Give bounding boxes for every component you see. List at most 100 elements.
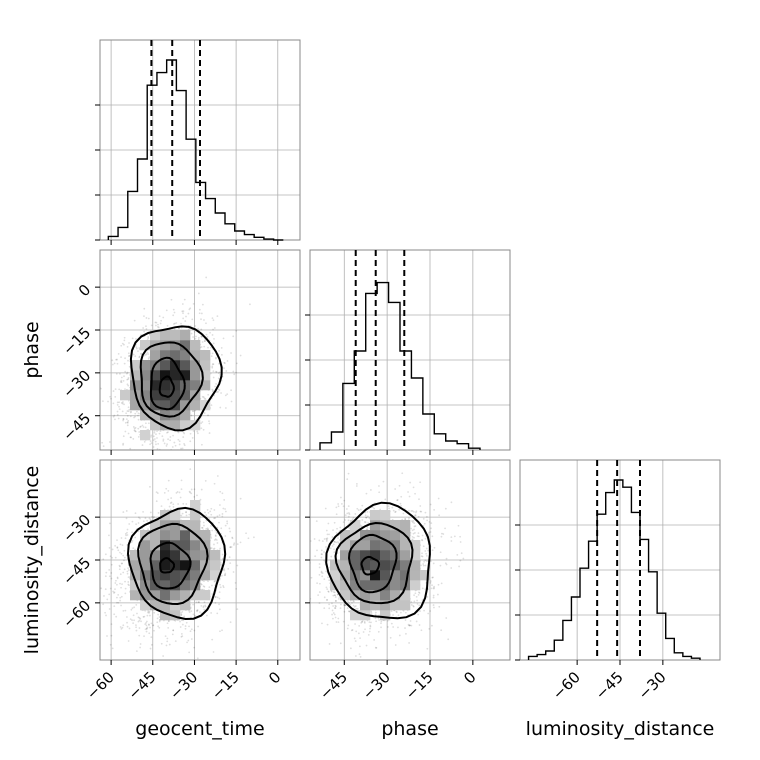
- sample-point: [194, 325, 197, 327]
- sample-point: [230, 400, 233, 403]
- sample-point: [144, 422, 147, 425]
- sample-point: [183, 432, 186, 435]
- sample-point: [217, 372, 220, 374]
- sample-point: [219, 373, 222, 376]
- sample-point: [156, 492, 159, 494]
- sample-point: [182, 317, 185, 320]
- sample-point: [204, 479, 207, 482]
- sample-point: [229, 621, 232, 624]
- sample-point: [215, 371, 218, 373]
- sample-point: [158, 432, 161, 435]
- sample-point: [120, 627, 123, 630]
- sample-point: [140, 353, 143, 356]
- sample-point: [147, 610, 150, 612]
- sample-point: [203, 585, 206, 588]
- sample-point: [137, 435, 140, 438]
- sample-point: [145, 328, 148, 330]
- sample-point: [139, 426, 142, 428]
- sample-point: [125, 372, 128, 375]
- sample-point: [215, 539, 218, 541]
- sample-point: [224, 574, 227, 576]
- sample-point: [123, 339, 126, 342]
- sample-point: [156, 617, 159, 620]
- sample-point: [218, 603, 220, 606]
- sample-point: [213, 482, 216, 485]
- sample-point: [204, 398, 207, 401]
- sample-point: [194, 614, 196, 617]
- sample-point: [136, 410, 138, 413]
- sample-point: [197, 327, 199, 330]
- sample-point: [152, 439, 155, 442]
- sample-point: [113, 605, 116, 608]
- sample-point: [172, 506, 175, 508]
- sample-point: [131, 520, 134, 523]
- sample-point: [158, 620, 161, 623]
- sample-point: [180, 614, 183, 616]
- sample-point: [188, 308, 191, 311]
- density-cell: [180, 410, 191, 421]
- sample-point: [185, 511, 188, 513]
- sample-point: [130, 410, 132, 413]
- sample-point: [211, 388, 214, 391]
- sample-point: [121, 402, 124, 405]
- sample-point: [110, 572, 113, 574]
- sample-point: [116, 596, 118, 599]
- sample-point: [196, 657, 199, 660]
- sample-point: [123, 559, 125, 562]
- sample-point: [200, 335, 203, 338]
- sample-point: [144, 623, 147, 626]
- sample-point: [163, 442, 166, 445]
- sample-point: [142, 616, 145, 618]
- sample-point: [196, 609, 198, 612]
- sample-point: [167, 438, 169, 441]
- sample-point: [155, 321, 158, 324]
- sample-point: [153, 515, 155, 518]
- sample-point: [113, 613, 116, 616]
- sample-point: [194, 337, 197, 340]
- density-cell: [200, 370, 211, 381]
- density-cell: [190, 380, 201, 391]
- sample-point: [148, 610, 151, 613]
- sample-point: [127, 581, 130, 583]
- sample-point: [216, 515, 219, 518]
- sample-point: [211, 317, 214, 320]
- sample-point: [134, 506, 136, 508]
- sample-point: [156, 621, 159, 624]
- sample-point: [116, 577, 119, 580]
- sample-point: [104, 611, 107, 614]
- sample-point: [127, 432, 130, 435]
- sample-point: [155, 443, 157, 446]
- sample-point: [156, 437, 158, 439]
- density-cell: [190, 350, 201, 361]
- sample-point: [142, 426, 145, 428]
- sample-point: [207, 580, 209, 583]
- sample-point: [211, 352, 214, 355]
- sample-point: [120, 401, 123, 404]
- sample-point: [133, 619, 135, 622]
- sample-point: [132, 614, 135, 617]
- sample-point: [123, 549, 126, 552]
- sample-point: [108, 441, 111, 443]
- sample-point: [108, 575, 111, 578]
- sample-point: [157, 323, 159, 326]
- sample-point: [167, 489, 170, 492]
- sample-point: [174, 444, 177, 447]
- sample-point: [161, 435, 164, 438]
- sample-point: [138, 619, 141, 622]
- sample-point: [112, 415, 115, 418]
- sample-point: [122, 610, 125, 612]
- sample-point: [223, 574, 226, 577]
- sample-point: [104, 553, 107, 556]
- sample-point: [217, 377, 220, 380]
- sample-point: [201, 341, 204, 343]
- sample-point: [232, 571, 235, 573]
- sample-point: [214, 538, 217, 541]
- sample-point: [165, 487, 168, 490]
- sample-point: [111, 359, 114, 362]
- sample-point: [211, 365, 214, 368]
- sample-point: [148, 611, 150, 614]
- sample-point: [114, 396, 117, 398]
- sample-point: [202, 428, 205, 431]
- sample-point: [190, 610, 193, 612]
- sample-point: [219, 490, 222, 493]
